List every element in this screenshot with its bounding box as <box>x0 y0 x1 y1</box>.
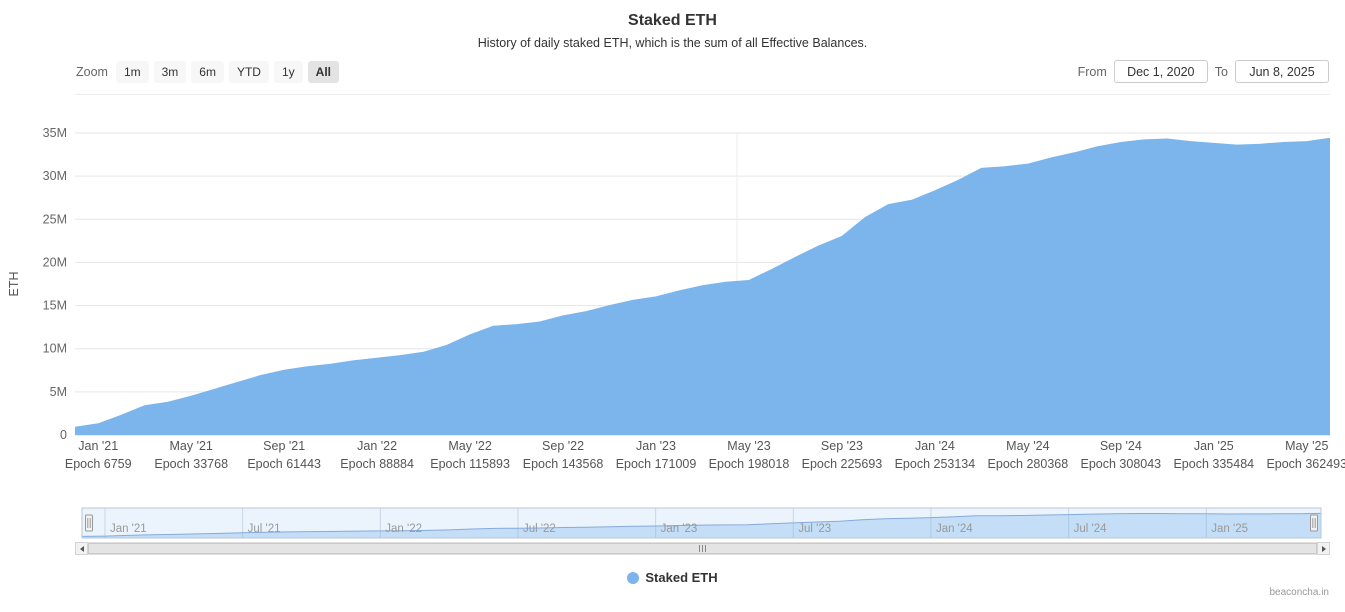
from-label: From <box>1077 64 1107 79</box>
y-tick-label: 25M <box>43 212 67 226</box>
zoom-toolbar: Zoom 1m 3m 6m YTD 1y All <box>76 61 339 83</box>
navigator-series-line <box>81 512 1322 537</box>
navigator-tick-label: Jan '22 <box>385 523 422 535</box>
x-tick-date-label: Jan '25 <box>1194 439 1234 453</box>
x-tick-epoch-label: Epoch 362493 <box>1266 457 1345 471</box>
navigator-area-series <box>82 513 1321 538</box>
x-tick-epoch-label: Epoch 61443 <box>247 457 321 471</box>
navigator-tick-label: Jul '21 <box>248 523 281 535</box>
zoom-button-1y[interactable]: 1y <box>273 61 303 83</box>
y-tick-label: 30M <box>43 169 67 183</box>
scrollbar-track[interactable] <box>88 542 1317 555</box>
to-label: To <box>1214 64 1228 79</box>
main-chart-plot-area[interactable]: 0 5M 10M 15M 20M 25M 30M 35M ETH Jan '21 Epoch 675… <box>0 108 1345 480</box>
scrollbar-thumb[interactable] <box>88 543 1317 554</box>
scrollbar-grip-icon <box>699 545 706 552</box>
navigator-background <box>82 508 1321 538</box>
x-tick-date-label: May '24 <box>1006 439 1049 453</box>
x-tick-epoch-label: Epoch 115893 <box>430 457 510 471</box>
navigator-selected-mask[interactable] <box>81 507 1322 539</box>
navigator-left-handle[interactable] <box>85 514 93 532</box>
chart-subtitle: History of daily staked ETH, which is th… <box>477 36 868 50</box>
x-tick-date-label: Sep '21 <box>263 439 305 453</box>
x-tick-epoch-label: Epoch 308043 <box>1081 457 1162 471</box>
x-tick-date-label: Sep '23 <box>821 439 863 453</box>
x-tick-date-label: Jan '24 <box>915 439 955 453</box>
legend-item-staked-eth[interactable]: Staked ETH <box>0 570 1345 585</box>
x-tick-epoch-label: Epoch 33768 <box>154 457 228 471</box>
credits-link[interactable]: beaconcha.in <box>1269 587 1330 598</box>
navigator-tick-label: Jan '25 <box>1211 523 1248 535</box>
from-date-input[interactable] <box>1113 60 1208 83</box>
x-tick-date-label: Sep '22 <box>542 439 584 453</box>
y-axis-title: ETH <box>7 272 21 297</box>
navigator[interactable]: Jan '21 Jul '21 Jan '22 Jul '22 Jan '23 Jul '… <box>0 506 1345 542</box>
x-tick-date-label: May '21 <box>170 439 213 453</box>
right-arrow-icon <box>1321 545 1326 552</box>
navigator-tick-label: Jul '24 <box>1074 523 1107 535</box>
left-arrow-icon <box>79 545 84 552</box>
x-tick-date-label: Jan '22 <box>357 439 397 453</box>
x-tick-date-label: Sep '24 <box>1100 439 1142 453</box>
y-tick-label: 15M <box>43 299 67 313</box>
x-tick-epoch-label: Epoch 143568 <box>523 457 604 471</box>
legend-label: Staked ETH <box>645 570 718 585</box>
x-tick-epoch-label: Epoch 171009 <box>616 457 697 471</box>
zoom-button-6m[interactable]: 6m <box>191 61 224 83</box>
y-tick-label: 20M <box>43 255 67 269</box>
navigator-tick-label: Jan '21 <box>110 523 147 535</box>
x-tick-epoch-label: Epoch 198018 <box>709 457 790 471</box>
scrollbar[interactable] <box>75 542 1330 555</box>
navigator-tick-label: Jul '23 <box>798 523 831 535</box>
staked-eth-area-series[interactable] <box>75 138 1330 435</box>
x-tick-epoch-label: Epoch 253134 <box>895 457 976 471</box>
y-tick-label: 5M <box>50 385 67 399</box>
navigator-right-handle[interactable] <box>1310 514 1318 532</box>
date-range-toolbar: From To <box>1078 60 1329 83</box>
chart-title: Staked ETH <box>628 12 717 29</box>
to-date-input[interactable] <box>1235 60 1329 83</box>
navigator-tick-label: Jan '23 <box>661 523 698 535</box>
staked-eth-series-line <box>74 137 1331 428</box>
x-tick-epoch-label: Epoch 88884 <box>340 457 414 471</box>
toolbar-divider <box>75 94 1330 95</box>
x-tick-date-label: Jan '23 <box>636 439 676 453</box>
y-tick-label: 0 <box>60 428 67 442</box>
x-tick-epoch-label: Epoch 6759 <box>65 457 132 471</box>
zoom-button-ytd[interactable]: YTD <box>228 61 269 83</box>
zoom-button-all[interactable]: All <box>307 61 339 83</box>
zoom-button-1m[interactable]: 1m <box>115 61 149 83</box>
zoom-button-3m[interactable]: 3m <box>153 61 187 83</box>
x-tick-epoch-label: Epoch 335484 <box>1173 457 1254 471</box>
y-tick-label: 10M <box>43 342 67 356</box>
x-tick-date-label: May '23 <box>727 439 770 453</box>
navigator-tick-label: Jan '24 <box>936 523 973 535</box>
scrollbar-left-arrow[interactable] <box>75 542 88 555</box>
x-tick-epoch-label: Epoch 225693 <box>802 457 883 471</box>
x-tick-date-label: May '25 <box>1285 439 1328 453</box>
zoom-buttons: 1m 3m 6m YTD 1y All <box>115 61 339 83</box>
x-tick-epoch-label: Epoch 280368 <box>988 457 1069 471</box>
legend-marker-icon <box>627 571 640 584</box>
scrollbar-right-arrow[interactable] <box>1317 542 1330 555</box>
x-tick-date-label: Jan '21 <box>78 439 118 453</box>
zoom-label: Zoom <box>76 65 108 79</box>
x-tick-date-label: May '22 <box>448 439 491 453</box>
navigator-tick-label: Jul '22 <box>523 523 556 535</box>
y-tick-label: 35M <box>43 126 67 140</box>
